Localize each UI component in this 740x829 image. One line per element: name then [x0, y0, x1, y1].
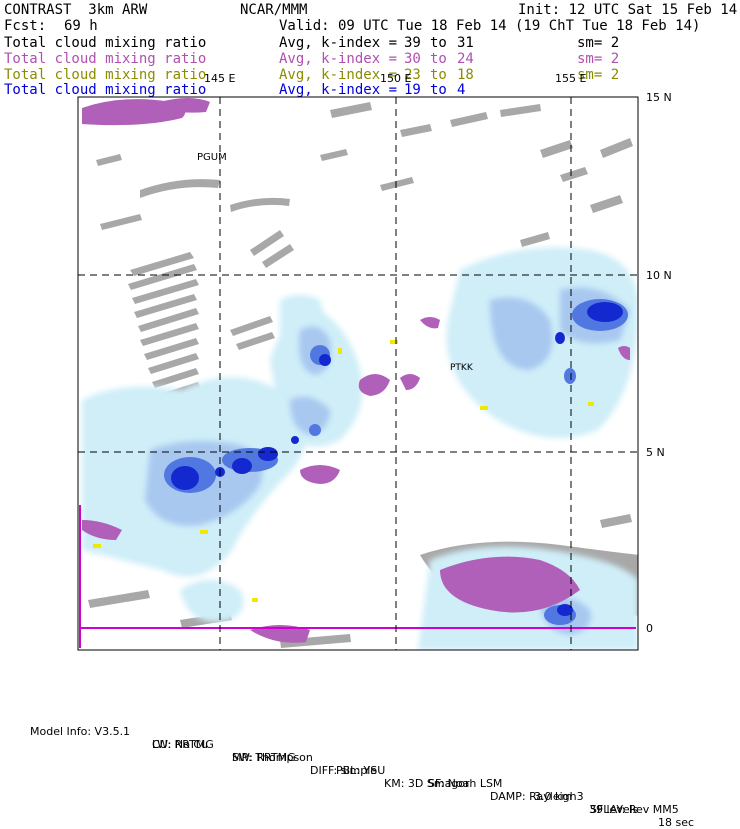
map-shading [82, 98, 638, 650]
magenta-cloud-patches [82, 98, 630, 643]
lon-label-145: 145 E [204, 72, 235, 85]
field-to-word: to [430, 82, 447, 98]
field-name: Total cloud mixing ratio [4, 35, 207, 51]
yellow-cloud-bits [93, 340, 594, 602]
field-to: 31 [457, 35, 474, 51]
domain-boundary [79, 505, 636, 648]
lon-label-155: 155 E [555, 72, 586, 85]
lat-label-5n: 5 N [646, 446, 665, 459]
surface-layer-option: SFLAY: Rev MM5 [590, 803, 679, 816]
lat-label-equator: 0 [646, 622, 653, 635]
field-from: 19 [404, 82, 421, 98]
field-from: 30 [404, 51, 421, 67]
field-sm: sm= 2 [577, 51, 620, 67]
footer-model-info-line2: LW: RRTMG SW: RRTMG DIFF: simple KM: 3D … [0, 725, 740, 816]
field-name: Total cloud mixing ratio [4, 51, 207, 67]
field-name: Total cloud mixing ratio [4, 82, 207, 98]
field-from: 23 [404, 67, 421, 83]
field-to-word: to [430, 67, 447, 83]
lat-lon-grid [78, 97, 638, 650]
lat-label-15n: 15 N [646, 91, 672, 104]
field-row-4: Total cloud mixing ratio Avg, k-index = … [0, 82, 740, 98]
field-avg: Avg, k-index = [279, 35, 398, 51]
init-time: Init: 12 UTC Sat 15 Feb 14 [518, 2, 738, 18]
forecast-map: 145 E 150 E 155 E 15 N 10 N 5 N 0 PGUM P… [77, 72, 672, 651]
field-to: 4 [457, 82, 466, 98]
field-row-3: Total cloud mixing ratio Avg, k-index = … [0, 67, 740, 83]
km-option: KM: 3D Smagor [384, 777, 470, 790]
lat-label-10n: 10 N [646, 269, 672, 282]
time-step: 18 sec [658, 816, 695, 829]
field-sm: sm= 2 [577, 67, 620, 83]
field-avg: Avg, k-index = [279, 51, 398, 67]
map-panel: 145 E 150 E 155 E 15 N 10 N 5 N 0 PGUM P… [77, 72, 672, 651]
field-avg: Avg, k-index = [279, 82, 398, 98]
field-to-word: to [430, 35, 447, 51]
field-to: 18 [457, 67, 474, 83]
station-label-ptkk: PTKK [450, 363, 474, 373]
valid-time: Valid: 09 UTC Tue 18 Feb 14 (19 ChT Tue … [279, 18, 701, 34]
forecast-label: Fcst: [4, 18, 47, 34]
field-to-word: to [430, 51, 447, 67]
model-title: CONTRAST 3km ARW [4, 2, 148, 18]
shortwave-scheme: SW: RRTMG [232, 751, 296, 764]
dark-blue-cloud-cores [171, 302, 623, 616]
forecast-hour: 69 h [64, 18, 98, 34]
field-row-1: Total cloud mixing ratio Avg, k-index = … [0, 35, 740, 51]
organization-label: NCAR/MMM [240, 2, 308, 18]
field-to: 24 [457, 51, 474, 67]
field-from: 39 [404, 35, 421, 51]
field-avg: Avg, k-index = [279, 67, 398, 83]
field-name: Total cloud mixing ratio [4, 67, 207, 83]
field-row-2: Total cloud mixing ratio Avg, k-index = … [0, 51, 740, 67]
station-label-pgum: PGUM [197, 152, 227, 163]
diffusion-option: DIFF: simple [310, 764, 378, 777]
lon-label-150: 150 E [380, 72, 411, 85]
damping-option: DAMP: Rayleigh3 [490, 790, 584, 803]
model-version: Model Info: V3.5.1 [30, 725, 131, 738]
field-sm: sm= 2 [577, 35, 620, 51]
